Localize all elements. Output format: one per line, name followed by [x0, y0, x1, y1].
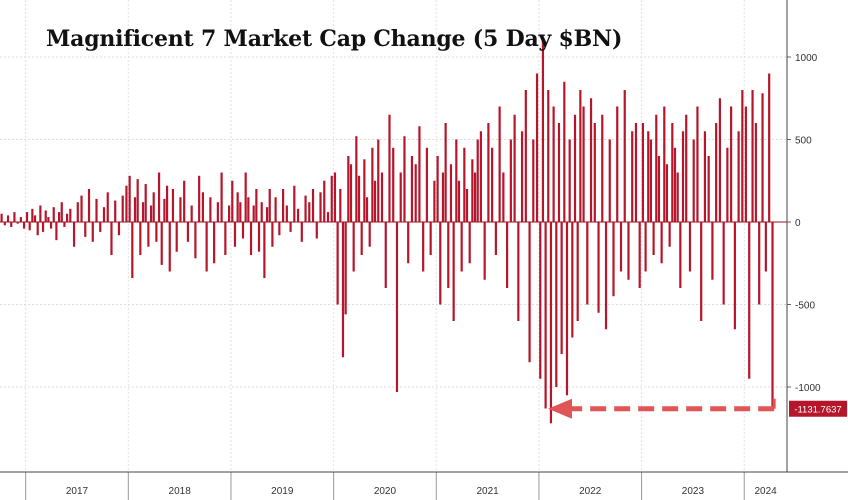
- y-tick-label: 1000: [795, 53, 818, 64]
- y-tick-label: 500: [795, 136, 812, 147]
- chart-title: Magnificent 7 Market Cap Change (5 Day $…: [46, 26, 623, 52]
- annotation-callout-box: [789, 400, 847, 417]
- x-tick-label: 2018: [169, 486, 192, 497]
- annotation-callout-label: -1131.7637: [794, 405, 841, 416]
- x-tick-label: 2024: [754, 486, 777, 497]
- x-tick-label: 2019: [271, 486, 294, 497]
- x-tick-label: 2022: [579, 486, 602, 497]
- x-tick-label: 2020: [374, 486, 397, 497]
- x-tick-label: 2021: [476, 486, 499, 497]
- annotation-arrowhead: [548, 398, 572, 419]
- x-tick-label: 2023: [682, 486, 705, 497]
- y-tick-label: 0: [795, 218, 801, 229]
- x-tick-label: 2017: [66, 486, 89, 497]
- y-tick-label: -500: [795, 301, 815, 312]
- y-tick-label: -1000: [795, 383, 821, 394]
